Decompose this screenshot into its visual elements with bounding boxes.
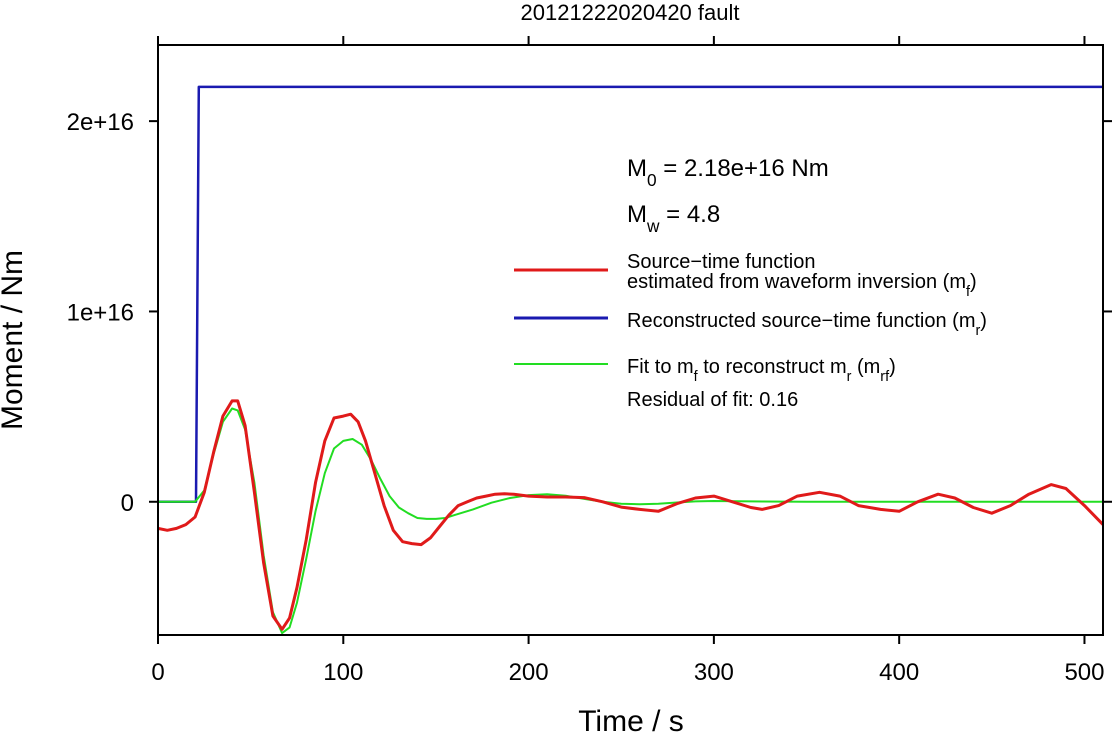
x-tick-label: 300: [694, 659, 734, 686]
magnitude-annotation: Mw = 4.8: [627, 201, 720, 236]
axis-ticks: 0 100 200 300 400 500 0 1e+16 2e+16: [67, 36, 1112, 686]
legend-label-mf-line1: Source−time function: [627, 251, 815, 273]
y-tick-label: 1e+16: [67, 299, 134, 326]
x-tick-label: 500: [1064, 659, 1104, 686]
legend-label-mr: Reconstructed source−time function (mr): [627, 310, 987, 339]
plot-frame: [157, 44, 1104, 636]
x-tick-label: 100: [323, 659, 363, 686]
x-tick-label: 200: [509, 659, 549, 686]
residual-annotation: Residual of fit: 0.16: [627, 389, 798, 411]
series-line-mr: [158, 85, 1103, 504]
y-tick-label: 0: [121, 490, 134, 517]
series-lines: [157, 85, 1105, 635]
x-axis-label: Time / s: [578, 705, 684, 735]
chart-title: 20121222020420 fault: [521, 0, 740, 25]
moment-annotation: M0 = 2.18e+16 Nm: [627, 155, 829, 190]
y-tick-label: 2e+16: [67, 109, 134, 136]
legend-label-mrf: Fit to mf to reconstruct mr (mrf): [627, 356, 896, 385]
legend-label-mf-line2: estimated from waveform inversion (mf): [627, 271, 977, 300]
y-axis-label: Moment / Nm: [0, 250, 29, 430]
annotations: M0 = 2.18e+16 Nm Mw = 4.8 Residual of fit:…: [627, 155, 829, 411]
x-tick-label: 400: [879, 659, 919, 686]
series-line-mrf: [158, 407, 1103, 635]
series-line-mf: [157, 399, 1105, 631]
x-tick-label: 0: [151, 659, 164, 686]
